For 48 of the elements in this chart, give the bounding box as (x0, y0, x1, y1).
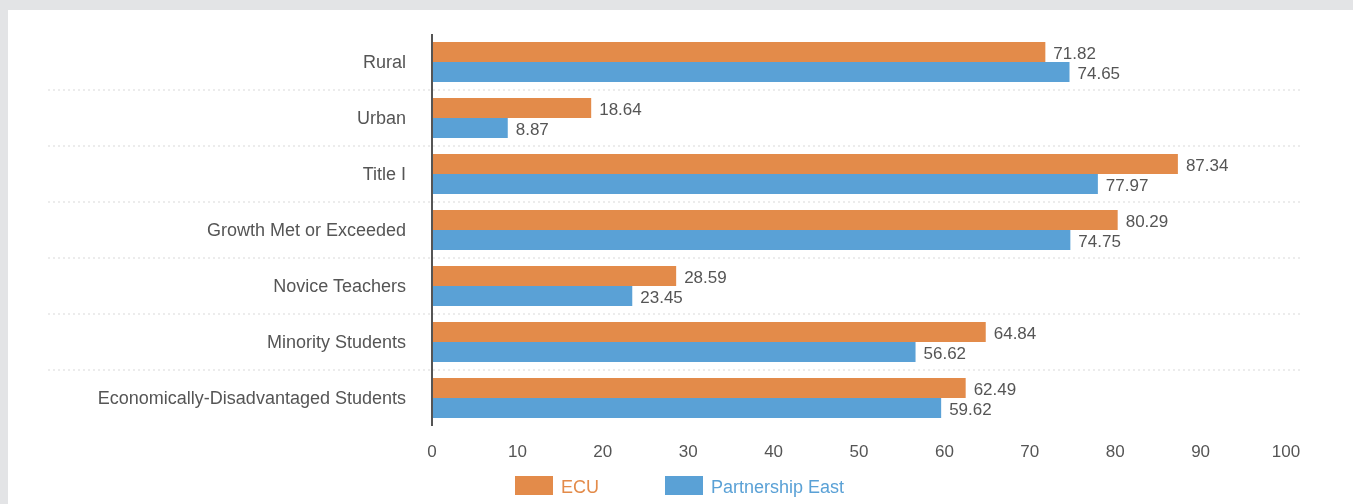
bar (432, 378, 966, 398)
data-label: 23.45 (640, 288, 683, 307)
legend-label: Partnership East (711, 477, 845, 497)
data-label: 74.75 (1078, 232, 1121, 251)
x-tick-label: 40 (764, 442, 784, 461)
x-tick-label: 80 (1105, 442, 1125, 461)
bar (432, 98, 592, 118)
x-tick-label: 90 (1191, 442, 1211, 461)
y-tick-label: Economically-Disadvantaged Students (97, 388, 406, 408)
bar (432, 286, 633, 306)
data-label: 80.29 (1125, 212, 1169, 231)
data-label: 74.65 (1077, 64, 1121, 83)
x-tick-label: 10 (507, 442, 527, 461)
y-tick-label: Urban (356, 108, 406, 128)
x-tick-label: 50 (849, 442, 869, 461)
x-tick-label: 60 (934, 442, 954, 461)
x-tick-label: 70 (1020, 442, 1040, 461)
x-tick-label: 0 (427, 442, 437, 461)
data-label: 64.84 (993, 324, 1037, 343)
data-label: 59.62 (949, 400, 992, 419)
legend-label: ECU (561, 477, 600, 497)
bar (432, 154, 1178, 174)
bar (432, 322, 986, 342)
data-label: 87.34 (1185, 156, 1229, 175)
bar (432, 342, 916, 362)
bar (432, 210, 1118, 230)
bar (432, 62, 1070, 82)
data-label: 8.87 (515, 120, 549, 139)
data-label: 77.97 (1105, 176, 1149, 195)
data-label: 62.49 (973, 380, 1017, 399)
bar (432, 118, 508, 138)
y-tick-label: Title I (362, 164, 406, 184)
data-label: 28.59 (684, 268, 727, 287)
bar (432, 174, 1098, 194)
bar (432, 42, 1046, 62)
y-tick-label: Growth Met or Exceeded (206, 220, 406, 240)
data-label: 56.62 (923, 344, 967, 363)
x-tick-label: 100 (1271, 442, 1301, 461)
x-tick-label: 20 (593, 442, 613, 461)
data-label: 71.82 (1053, 44, 1096, 63)
y-tick-label: Rural (362, 52, 406, 72)
x-tick-label: 30 (678, 442, 698, 461)
data-label: 18.64 (599, 100, 642, 119)
y-tick-label: Minority Students (266, 332, 406, 352)
bar (432, 230, 1071, 250)
y-tick-label: Novice Teachers (273, 276, 406, 296)
bar (432, 266, 677, 286)
bar (432, 398, 942, 418)
